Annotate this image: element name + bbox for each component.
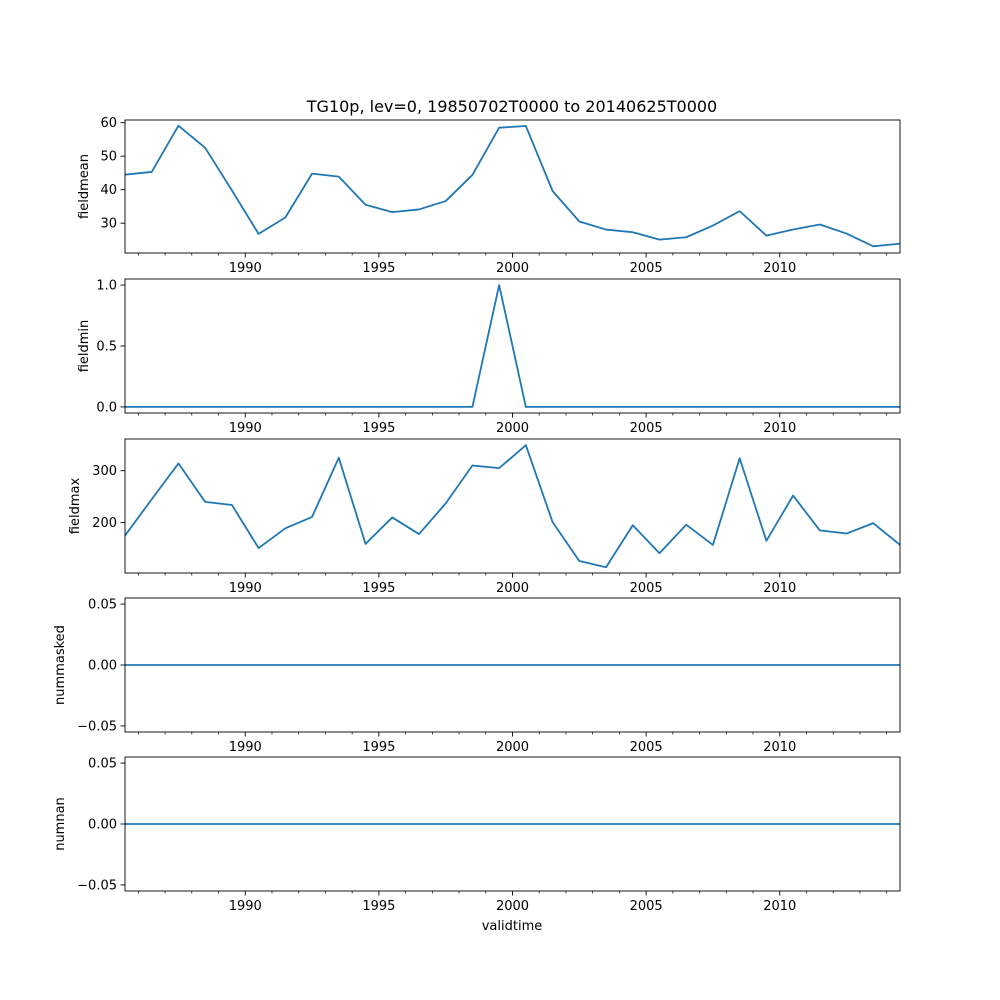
x-tick-label: 2005 — [630, 581, 663, 596]
y-tick-label: 0.5 — [96, 340, 117, 355]
x-tick-label: 1995 — [362, 261, 395, 276]
y-tick-label: 50 — [100, 150, 117, 165]
x-tick-label: 2000 — [496, 421, 529, 436]
panel-fieldmean: 30 40 50 60 fieldmean 1990 1995 2000 2005 2010 — [77, 116, 901, 276]
y-tick-label: 0.0 — [96, 400, 117, 415]
axes-frame — [124, 438, 901, 574]
x-tick-label: 2005 — [630, 421, 663, 436]
x-tick-label: 2010 — [763, 261, 796, 276]
x-tick-label: 1990 — [229, 740, 262, 755]
y-tick-label: 30 — [100, 217, 117, 232]
x-tick-label: 2000 — [496, 261, 529, 276]
chart-title: TG10p, lev=0, 19850702T0000 to 20140625T… — [306, 97, 717, 116]
y-tick-label: 0.05 — [88, 598, 117, 613]
y-tick-label: 0.05 — [88, 757, 117, 772]
y-axis-label: fieldmax — [68, 478, 83, 535]
y-tick-label: 0.00 — [88, 818, 117, 833]
x-tick-label: 2000 — [496, 581, 529, 596]
y-tick-label: 300 — [92, 464, 117, 479]
x-tick-label: 1990 — [229, 899, 262, 914]
y-tick-label: −0.05 — [77, 719, 117, 734]
x-tick-label: 1990 — [229, 261, 262, 276]
y-tick-label: 0.00 — [88, 659, 117, 674]
y-tick-label: 60 — [100, 116, 117, 131]
series-line-fieldmin — [125, 284, 900, 408]
y-axis-label: fieldmin — [77, 320, 92, 373]
x-tick-label: 2010 — [763, 899, 796, 914]
x-tick-label: 2010 — [763, 740, 796, 755]
x-tick-label: 2010 — [763, 421, 796, 436]
y-axis-label: fieldmean — [77, 154, 92, 219]
y-tick-label: 200 — [92, 516, 117, 531]
x-tick-label: 2000 — [496, 899, 529, 914]
x-tick-label: 1990 — [229, 581, 262, 596]
y-axis-label: nummasked — [53, 625, 68, 705]
x-tick-label: 1995 — [362, 581, 395, 596]
x-tick-label: 1990 — [229, 421, 262, 436]
panel-nummasked: −0.05 0.00 0.05 nummasked 1990 1995 2000 2005 20… — [53, 597, 901, 755]
axes-frame — [124, 119, 901, 254]
series-line-fieldmax — [125, 444, 900, 569]
y-axis-label: numnan — [53, 797, 68, 851]
x-tick-label: 1995 — [362, 899, 395, 914]
x-tick-label: 2005 — [630, 899, 663, 914]
panel-fieldmax: 200 300 fieldmax 1990 1995 2000 2005 2010 — [68, 438, 901, 596]
x-axis-label: validtime — [482, 919, 543, 934]
x-tick-label: 2010 — [763, 581, 796, 596]
x-tick-label: 1995 — [362, 740, 395, 755]
series-line-fieldmean — [125, 124, 900, 248]
y-tick-label: −0.05 — [77, 878, 117, 893]
y-tick-label: 40 — [100, 183, 117, 198]
x-tick-label: 2000 — [496, 740, 529, 755]
x-tick-label: 2005 — [630, 261, 663, 276]
panel-fieldmin: 0.0 0.5 1.0 fieldmin 1990 1995 2000 2005 2010 — [77, 278, 901, 436]
panel-numnan: −0.05 0.00 0.05 numnan 1990 1995 2000 2005 2010 — [53, 756, 901, 914]
y-tick-label: 1.0 — [96, 279, 117, 294]
x-tick-label: 1995 — [362, 421, 395, 436]
x-tick-label: 2005 — [630, 740, 663, 755]
